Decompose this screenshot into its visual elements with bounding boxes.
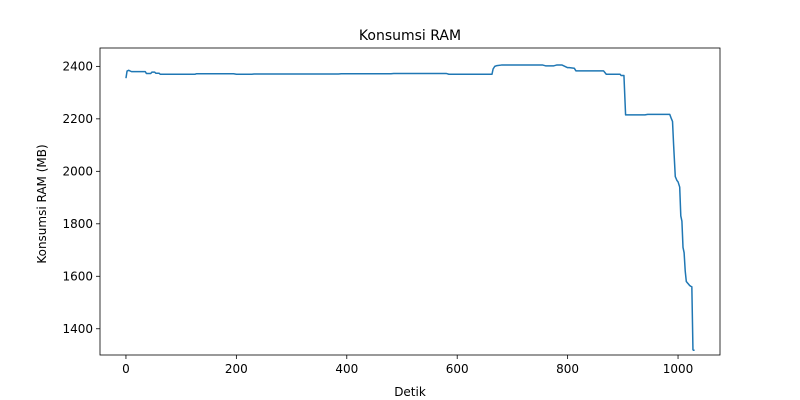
x-tick-label: 600 <box>446 362 469 376</box>
series-line-0 <box>125 64 695 352</box>
y-axis-label: Konsumsi RAM (MB) <box>35 144 49 263</box>
x-axis-label: Detik <box>394 385 426 399</box>
x-axis: 0 200 400 600 800 1000 <box>122 355 693 376</box>
x-tick-label: 0 <box>122 362 130 376</box>
y-axis: 1400 1600 1800 2000 2200 2400 <box>62 59 100 336</box>
x-tick-label: 200 <box>225 362 248 376</box>
y-tick-label: 2200 <box>62 112 93 126</box>
y-tick-label: 1800 <box>62 217 93 231</box>
plot-area <box>99 47 721 356</box>
y-tick-label: 2000 <box>62 164 93 178</box>
axes-frame <box>99 47 721 356</box>
y-tick-label: 2400 <box>62 59 93 73</box>
y-tick-label: 1600 <box>62 269 93 283</box>
y-tick-label: 1400 <box>62 322 93 336</box>
x-tick-label: 400 <box>335 362 358 376</box>
x-tick-label: 1000 <box>663 362 694 376</box>
chart-title: Konsumsi RAM <box>359 28 461 44</box>
x-tick-label: 800 <box>556 362 579 376</box>
